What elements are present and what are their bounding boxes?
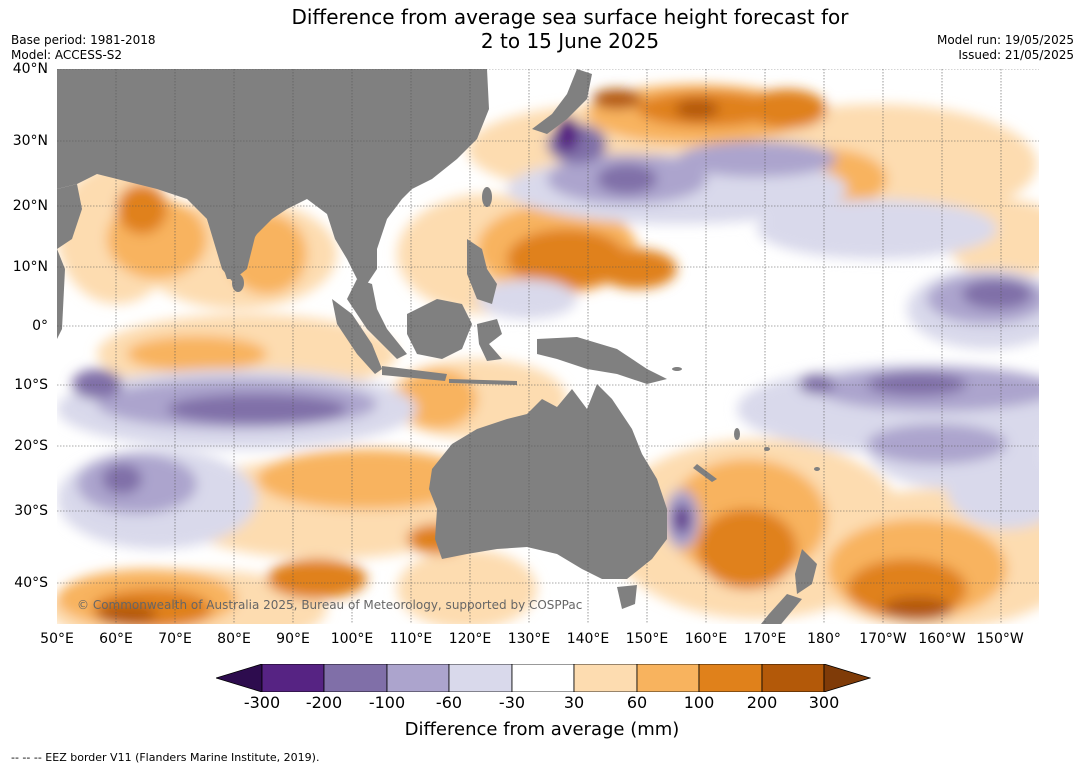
colorbar-label-m100: -100 — [368, 693, 406, 712]
lon-label-160w: 160°W — [918, 631, 966, 647]
lon-label-130e: 130°E — [507, 631, 551, 647]
map-title: Difference from average sea surface heig… — [200, 5, 940, 53]
lat-label-10s: 10°S — [14, 377, 48, 393]
colorbar-label-200: 200 — [746, 693, 778, 712]
colorbar-label-300: 300 — [808, 693, 840, 712]
colorbar-segment-5 — [511, 663, 575, 693]
issued-text: Issued: 21/05/2025 — [958, 48, 1074, 62]
lon-label-90e: 90°E — [276, 631, 310, 647]
colorbar-label-30: 30 — [563, 693, 585, 712]
colorbar-label-100: 100 — [683, 693, 715, 712]
colorbar-segment-7 — [636, 663, 700, 693]
base-period-text: Base period: 1981-2018 — [11, 33, 156, 47]
anomaly-field — [57, 84, 1039, 624]
meta-right: Model run: 19/05/2025 Issued: 21/05/2025 — [937, 33, 1074, 63]
colorbar-extend-high — [823, 663, 872, 693]
colorbar-segment-2 — [323, 663, 388, 693]
model-text: Model: ACCESS-S2 — [11, 48, 123, 62]
colorbar-segment-3 — [386, 663, 450, 693]
lat-label-20s: 20°S — [14, 438, 48, 454]
colorbar-segment-8 — [698, 663, 763, 693]
lat-label-equator: 0° — [32, 318, 48, 334]
lon-label-170e: 170°E — [743, 631, 787, 647]
colorbar-extend-low — [214, 663, 263, 693]
lon-label-80e: 80°E — [217, 631, 251, 647]
graticule — [57, 69, 1039, 624]
lon-label-110e: 110°E — [389, 631, 433, 647]
colorbar-label-m300: -300 — [243, 693, 281, 712]
colorbar-segment-4 — [448, 663, 513, 693]
lon-label-140e: 140°E — [566, 631, 610, 647]
lat-label-10n: 10°N — [12, 259, 48, 275]
lat-label-40s: 40°S — [14, 575, 48, 591]
lon-label-120e: 120°E — [448, 631, 492, 647]
colorbar-title: Difference from average (mm) — [404, 719, 680, 740]
australia-land — [429, 384, 667, 579]
colorbar-label-m60: -60 — [435, 693, 463, 712]
lon-label-60e: 60°E — [99, 631, 133, 647]
lon-label-170w: 170°W — [859, 631, 907, 647]
colorbar-segment-1 — [261, 663, 325, 693]
lat-label-20n: 20°N — [12, 198, 48, 214]
lat-label-30s: 30°S — [14, 503, 48, 519]
title-line-1: Difference from average sea surface heig… — [291, 5, 849, 29]
colorbar — [214, 663, 872, 693]
lat-label-30n: 30°N — [12, 133, 48, 149]
lon-label-160e: 160°E — [684, 631, 728, 647]
eez-footnote: -- -- -- EEZ border V11 (Flanders Marine… — [11, 751, 320, 764]
colorbar-label-60: 60 — [626, 693, 648, 712]
lat-label-40n: 40°N — [12, 61, 48, 77]
lon-label-50e: 50°E — [40, 631, 74, 647]
asia-land — [57, 69, 489, 284]
land-masses — [57, 69, 820, 624]
lon-label-150e: 150°E — [625, 631, 669, 647]
meta-left: Base period: 1981-2018 Model: ACCESS-S2 — [11, 33, 156, 63]
model-run-text: Model run: 19/05/2025 — [936, 33, 1074, 47]
title-line-2: 2 to 15 June 2025 — [480, 29, 660, 53]
colorbar-label-m200: -200 — [305, 693, 343, 712]
sea-surface-height-map: © Commonwealth of Australia 2025, Bureau… — [57, 69, 1039, 624]
lon-label-100e: 100°E — [330, 631, 374, 647]
colorbar-label-m30: -30 — [498, 693, 526, 712]
colorbar-segment-9 — [761, 663, 825, 693]
copyright-text: © Commonwealth of Australia 2025, Bureau… — [77, 598, 582, 612]
lon-label-180: 180° — [807, 631, 841, 647]
colorbar-segment-6 — [573, 663, 638, 693]
lon-label-150w: 150°W — [976, 631, 1024, 647]
lon-label-70e: 70°E — [158, 631, 192, 647]
